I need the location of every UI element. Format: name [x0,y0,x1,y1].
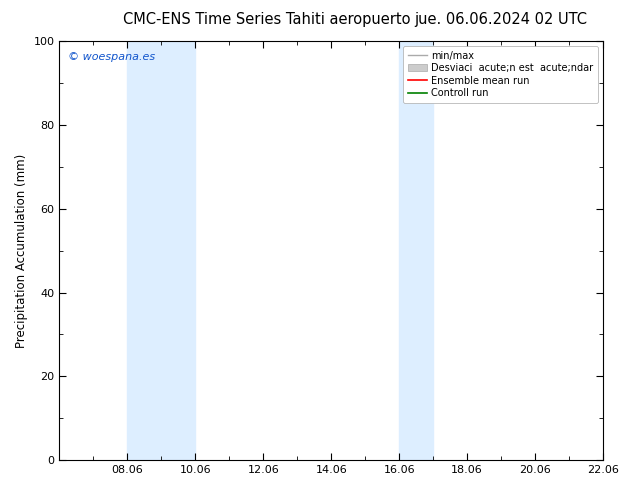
Text: © woespana.es: © woespana.es [68,51,155,62]
Y-axis label: Precipitation Accumulation (mm): Precipitation Accumulation (mm) [15,153,28,348]
Bar [399,41,433,460]
Text: CMC-ENS Time Series Tahiti aeropuerto: CMC-ENS Time Series Tahiti aeropuerto [122,12,410,27]
Bar [127,41,195,460]
Text: jue. 06.06.2024 02 UTC: jue. 06.06.2024 02 UTC [415,12,587,27]
Legend: min/max, Desviaci  acute;n est  acute;ndar, Ensemble mean run, Controll run: min/max, Desviaci acute;n est acute;ndar… [403,46,598,103]
